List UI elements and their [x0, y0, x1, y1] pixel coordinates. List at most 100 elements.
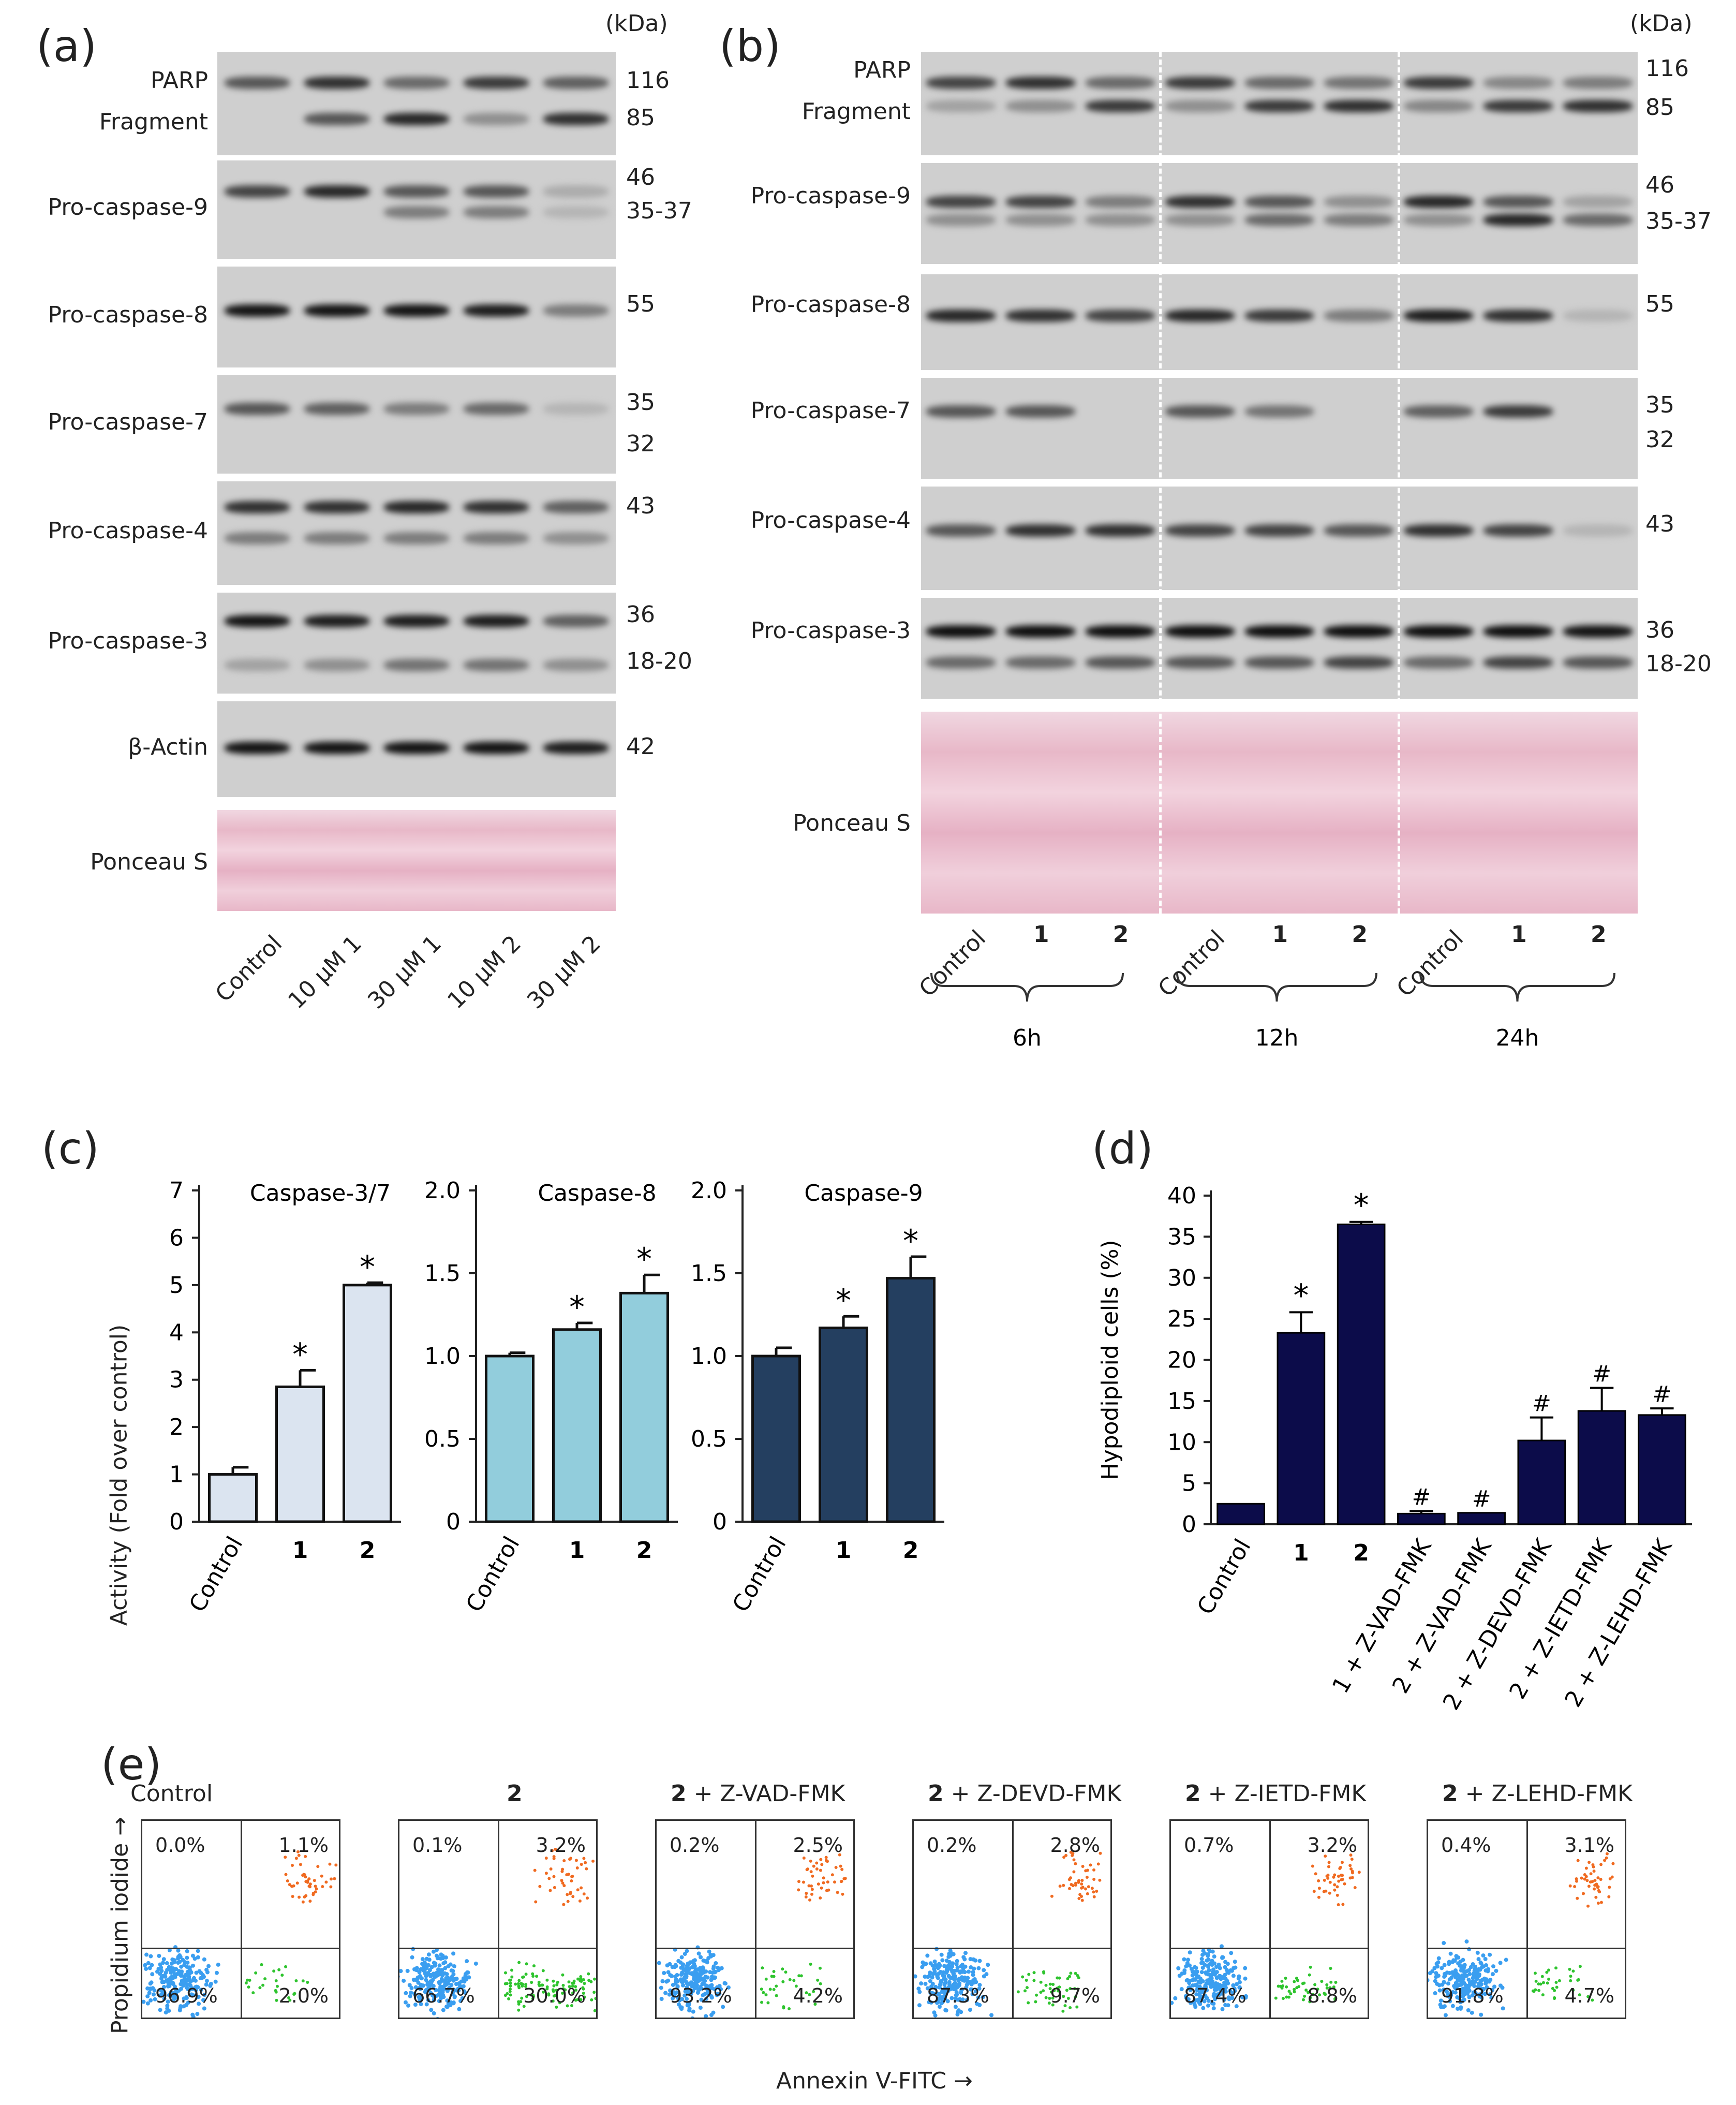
event-dot — [813, 2003, 817, 2006]
event-dot — [1475, 1977, 1479, 1981]
panel-a-label: (a) — [36, 21, 97, 71]
event-dot — [680, 1964, 685, 1968]
event-dot — [162, 1991, 167, 1995]
mw-label: 35-37 — [1645, 208, 1712, 234]
event-dot — [426, 1971, 431, 1976]
event-dot — [1436, 1956, 1441, 1961]
event-dot — [1443, 2013, 1448, 2018]
event-dot — [977, 1986, 982, 1991]
band — [1563, 656, 1633, 669]
y-tick-label: 0 — [1182, 1511, 1196, 1538]
event-dot — [682, 1993, 687, 1998]
event-dot — [177, 2008, 182, 2012]
band — [926, 310, 996, 322]
event-dot — [1203, 1951, 1207, 1956]
event-dot — [963, 1951, 968, 1955]
panel-e-ylabel: Propidium iodide → — [107, 1817, 133, 2034]
quadrant-line-v — [1526, 1821, 1528, 2018]
event-dot — [1599, 1901, 1603, 1904]
event-dot — [1545, 1970, 1549, 1974]
mw-label: 55 — [626, 291, 655, 317]
event-dot — [538, 1885, 542, 1888]
event-dot — [925, 1986, 930, 1991]
event-dot — [506, 1992, 509, 1995]
event-dot — [509, 1978, 512, 1982]
event-dot — [1044, 1996, 1048, 1999]
event-dot — [1611, 1862, 1615, 1865]
band — [543, 185, 609, 198]
event-dot — [516, 1982, 520, 1985]
event-dot — [1087, 1885, 1090, 1889]
event-dot — [149, 1998, 153, 2003]
y-tick-label: 1.5 — [424, 1260, 461, 1287]
event-dot — [659, 1997, 664, 2001]
band — [1404, 656, 1474, 669]
event-dot — [427, 1957, 432, 1962]
event-dot — [316, 1865, 320, 1868]
significance-mark: # — [1532, 1391, 1551, 1417]
bar — [1577, 1410, 1626, 1525]
event-dot — [1085, 1875, 1089, 1879]
event-dot — [592, 1991, 596, 1994]
event-dot — [713, 1987, 717, 1992]
flow-scatter — [657, 1853, 847, 2018]
event-dot — [173, 1995, 177, 2000]
chart-title: Caspase-9 — [804, 1180, 923, 1206]
event-dot — [1023, 1989, 1027, 1993]
event-dot — [522, 2005, 526, 2008]
event-dot — [275, 1984, 279, 1988]
event-dot — [698, 2006, 703, 2010]
event-dot — [802, 1856, 806, 1860]
event-dot — [1206, 2003, 1211, 2008]
event-dot — [1048, 1982, 1052, 1986]
event-dot — [1062, 1995, 1065, 1998]
band — [1563, 100, 1633, 112]
event-dot — [1348, 1864, 1352, 1867]
event-dot — [574, 1859, 578, 1862]
lane-label: 1 — [1511, 921, 1527, 948]
event-dot — [1483, 1992, 1488, 1996]
event-dot — [419, 2002, 423, 2007]
event-dot — [1182, 1957, 1186, 1962]
event-dot — [1438, 2003, 1443, 2007]
event-dot — [662, 1970, 666, 1975]
event-dot — [819, 1896, 822, 1900]
event-dot — [1541, 1993, 1545, 1997]
event-dot — [456, 1986, 461, 1991]
lane-label: 10 μM 1 — [283, 930, 367, 1014]
event-dot — [670, 1974, 674, 1978]
event-dot — [663, 1991, 668, 1995]
event-dot — [1284, 1977, 1287, 1980]
blot-label: Fragment — [99, 109, 208, 135]
event-dot — [441, 2008, 446, 2012]
event-dot — [566, 2004, 569, 2008]
event-dot — [942, 1989, 946, 1993]
event-dot — [184, 1985, 189, 1990]
mw-label: 116 — [1645, 55, 1689, 82]
event-dot — [1051, 1996, 1055, 2000]
event-dot — [942, 1964, 947, 1968]
ponceau-stain — [217, 810, 616, 911]
event-dot — [1072, 1858, 1076, 1862]
event-dot — [509, 1981, 512, 1985]
event-dot — [1571, 1969, 1575, 1973]
event-dot — [1311, 1864, 1314, 1868]
event-dot — [147, 1991, 152, 1995]
y-tick-label: 10 — [1167, 1429, 1196, 1455]
event-dot — [1188, 1963, 1192, 1968]
band — [464, 615, 529, 627]
event-dot — [540, 1983, 544, 1987]
band — [1324, 77, 1394, 89]
event-dot — [1313, 1983, 1317, 1986]
event-dot — [291, 1895, 294, 1898]
event-dot — [931, 1971, 936, 1976]
event-dot — [1324, 1854, 1327, 1858]
band — [384, 532, 449, 544]
event-dot — [784, 1970, 788, 1974]
event-dot — [682, 1952, 687, 1956]
band — [464, 659, 529, 671]
event-dot — [675, 1985, 680, 1990]
event-dot — [1450, 1960, 1455, 1964]
mw-label: 46 — [626, 164, 655, 190]
event-dot — [176, 1971, 181, 1976]
